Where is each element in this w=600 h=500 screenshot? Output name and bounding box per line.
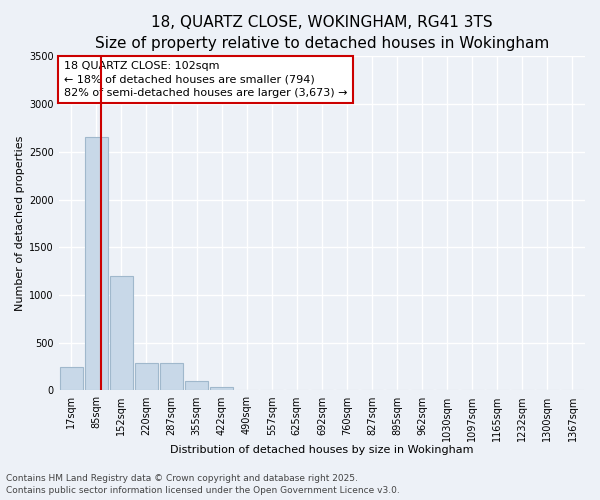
Bar xyxy=(110,276,133,390)
Text: 18 QUARTZ CLOSE: 102sqm
← 18% of detached houses are smaller (794)
82% of semi-d: 18 QUARTZ CLOSE: 102sqm ← 18% of detache… xyxy=(64,62,347,98)
Title: 18, QUARTZ CLOSE, WOKINGHAM, RG41 3TS
Size of property relative to detached hous: 18, QUARTZ CLOSE, WOKINGHAM, RG41 3TS Si… xyxy=(95,15,549,51)
Bar xyxy=(211,387,233,390)
Bar xyxy=(60,366,83,390)
X-axis label: Distribution of detached houses by size in Wokingham: Distribution of detached houses by size … xyxy=(170,445,473,455)
Bar xyxy=(185,381,208,390)
Y-axis label: Number of detached properties: Number of detached properties xyxy=(15,136,25,311)
Text: Contains HM Land Registry data © Crown copyright and database right 2025.
Contai: Contains HM Land Registry data © Crown c… xyxy=(6,474,400,495)
Bar xyxy=(85,138,107,390)
Bar xyxy=(135,363,158,390)
Bar xyxy=(160,363,183,390)
